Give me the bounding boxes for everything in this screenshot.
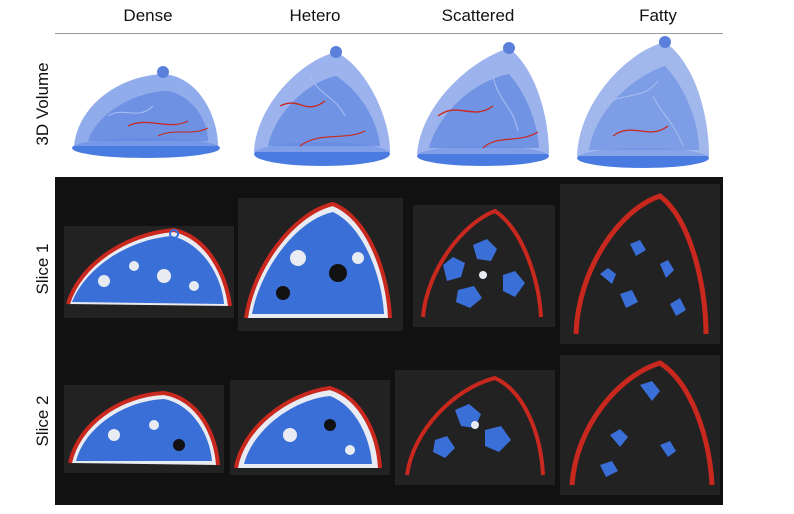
slice2-fatty	[560, 355, 720, 495]
column-header-scattered: Scattered	[441, 6, 515, 25]
row-label-slice-2: Slice 2	[33, 395, 52, 447]
header-divider	[55, 33, 723, 34]
slice1-hetero	[238, 198, 403, 331]
slice1-scattered	[413, 205, 555, 327]
slice2-scattered	[395, 370, 555, 485]
column-header-hetero: Hetero	[289, 6, 341, 25]
column-header-fatty: Fatty	[639, 6, 677, 25]
volume-hetero	[250, 36, 395, 176]
slice2-hetero	[230, 380, 390, 475]
row-label-3d-volume: 3D Volume	[33, 62, 52, 146]
volume-scattered	[413, 36, 553, 176]
volume-dense	[68, 36, 223, 176]
slice1-fatty	[560, 184, 720, 344]
volume-fatty	[573, 36, 713, 176]
row-label-slice-1: Slice 1	[33, 243, 52, 295]
column-header-dense: Dense	[123, 6, 173, 25]
slice2-dense	[64, 385, 224, 473]
slice1-dense	[64, 226, 234, 318]
